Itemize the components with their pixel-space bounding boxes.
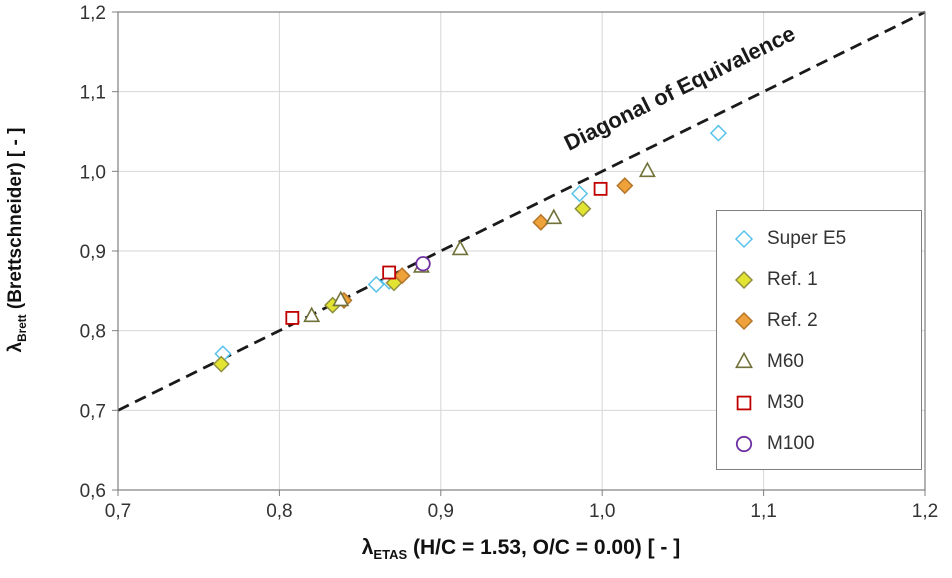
y-axis-title-lambda: λ bbox=[5, 341, 27, 353]
data-point-marker bbox=[332, 290, 350, 307]
y-axis-title: λBrett (Brettschneider) [ - ] bbox=[5, 128, 29, 353]
data-point-marker bbox=[638, 161, 656, 178]
legend-item-m100: M100 bbox=[717, 423, 921, 464]
data-point-marker bbox=[212, 355, 230, 373]
series-ref-2 bbox=[335, 177, 634, 309]
x-tick-label: 0,8 bbox=[266, 501, 292, 522]
data-point-marker bbox=[734, 229, 754, 248]
y-tick-label: 0,8 bbox=[80, 322, 106, 343]
diagonal-line bbox=[117, 10, 926, 412]
x-tick-label: 0,9 bbox=[428, 501, 454, 522]
legend: Super E5 Ref. 1 Ref. 2 M60 M30 M100 bbox=[716, 210, 922, 470]
legend-label: M60 bbox=[767, 350, 804, 372]
data-point-marker bbox=[367, 275, 385, 294]
y-tick-label: 1,2 bbox=[80, 3, 106, 24]
data-point-marker bbox=[415, 256, 431, 272]
legend-item-ref-2: Ref. 2 bbox=[717, 300, 921, 341]
series-ref-1 bbox=[212, 200, 592, 373]
data-point-marker bbox=[593, 181, 608, 196]
ref-1-marker-icon bbox=[734, 270, 754, 289]
legend-label: M30 bbox=[767, 391, 804, 413]
x-tick-label: 0,7 bbox=[105, 501, 131, 522]
y-tick-label: 0,6 bbox=[80, 481, 106, 502]
data-point-marker bbox=[709, 124, 727, 142]
data-point-marker bbox=[303, 306, 321, 323]
x-axis-title-subscript: ETAS bbox=[373, 547, 408, 563]
data-point-marker bbox=[735, 351, 753, 368]
series-m100 bbox=[415, 256, 431, 272]
m30-marker-icon bbox=[736, 395, 752, 410]
legend-item-m30: M30 bbox=[717, 382, 921, 423]
plot-border bbox=[117, 11, 926, 491]
data-point-marker bbox=[545, 208, 563, 225]
data-point-marker bbox=[285, 311, 300, 325]
m100-marker-icon bbox=[735, 435, 753, 452]
data-point-marker bbox=[382, 265, 397, 280]
super-e5-marker-icon bbox=[734, 229, 754, 248]
x-axis-title-lambda: λ bbox=[361, 535, 374, 559]
data-point-marker bbox=[616, 177, 634, 195]
legend-label: Ref. 1 bbox=[767, 268, 818, 290]
y-tick-label: 1,1 bbox=[80, 83, 106, 104]
x-tick-label: 1,1 bbox=[750, 501, 776, 522]
data-point-marker bbox=[393, 267, 411, 285]
legend-item-super-e5: Super E5 bbox=[717, 218, 921, 259]
series-m30 bbox=[285, 181, 608, 325]
y-tick-label: 0,9 bbox=[80, 242, 106, 263]
x-tick-label: 1,0 bbox=[589, 501, 615, 522]
data-point-marker bbox=[574, 200, 592, 218]
ref-2-marker-icon bbox=[734, 311, 754, 330]
data-point-marker bbox=[571, 185, 589, 203]
data-point-marker bbox=[451, 239, 469, 256]
legend-item-ref-1: Ref. 1 bbox=[717, 259, 921, 300]
y-tick-label: 1,0 bbox=[80, 162, 106, 183]
y-axis-title-text: (Brettschneider) [ - ] bbox=[5, 127, 27, 315]
data-point-marker bbox=[734, 311, 754, 330]
x-axis-title-text: (H/C = 1.53, O/C = 0.00) [ - ] bbox=[407, 535, 681, 559]
legend-label: Ref. 2 bbox=[767, 309, 818, 331]
m60-marker-icon bbox=[735, 351, 753, 368]
x-tick-label: 1,2 bbox=[912, 501, 938, 522]
x-axis-title: λETAS (H/C = 1.53, O/C = 0.00) [ - ] bbox=[362, 536, 681, 562]
legend-item-m60: M60 bbox=[717, 341, 921, 382]
data-point-marker bbox=[736, 395, 752, 410]
data-point-marker bbox=[735, 435, 753, 452]
y-tick-label: 0,7 bbox=[80, 401, 106, 422]
data-point-marker bbox=[532, 213, 550, 231]
legend-label: Super E5 bbox=[767, 227, 847, 249]
data-point-marker bbox=[734, 270, 754, 289]
y-axis-title-subscript: Brett bbox=[15, 314, 29, 342]
legend-label: M100 bbox=[767, 432, 815, 454]
